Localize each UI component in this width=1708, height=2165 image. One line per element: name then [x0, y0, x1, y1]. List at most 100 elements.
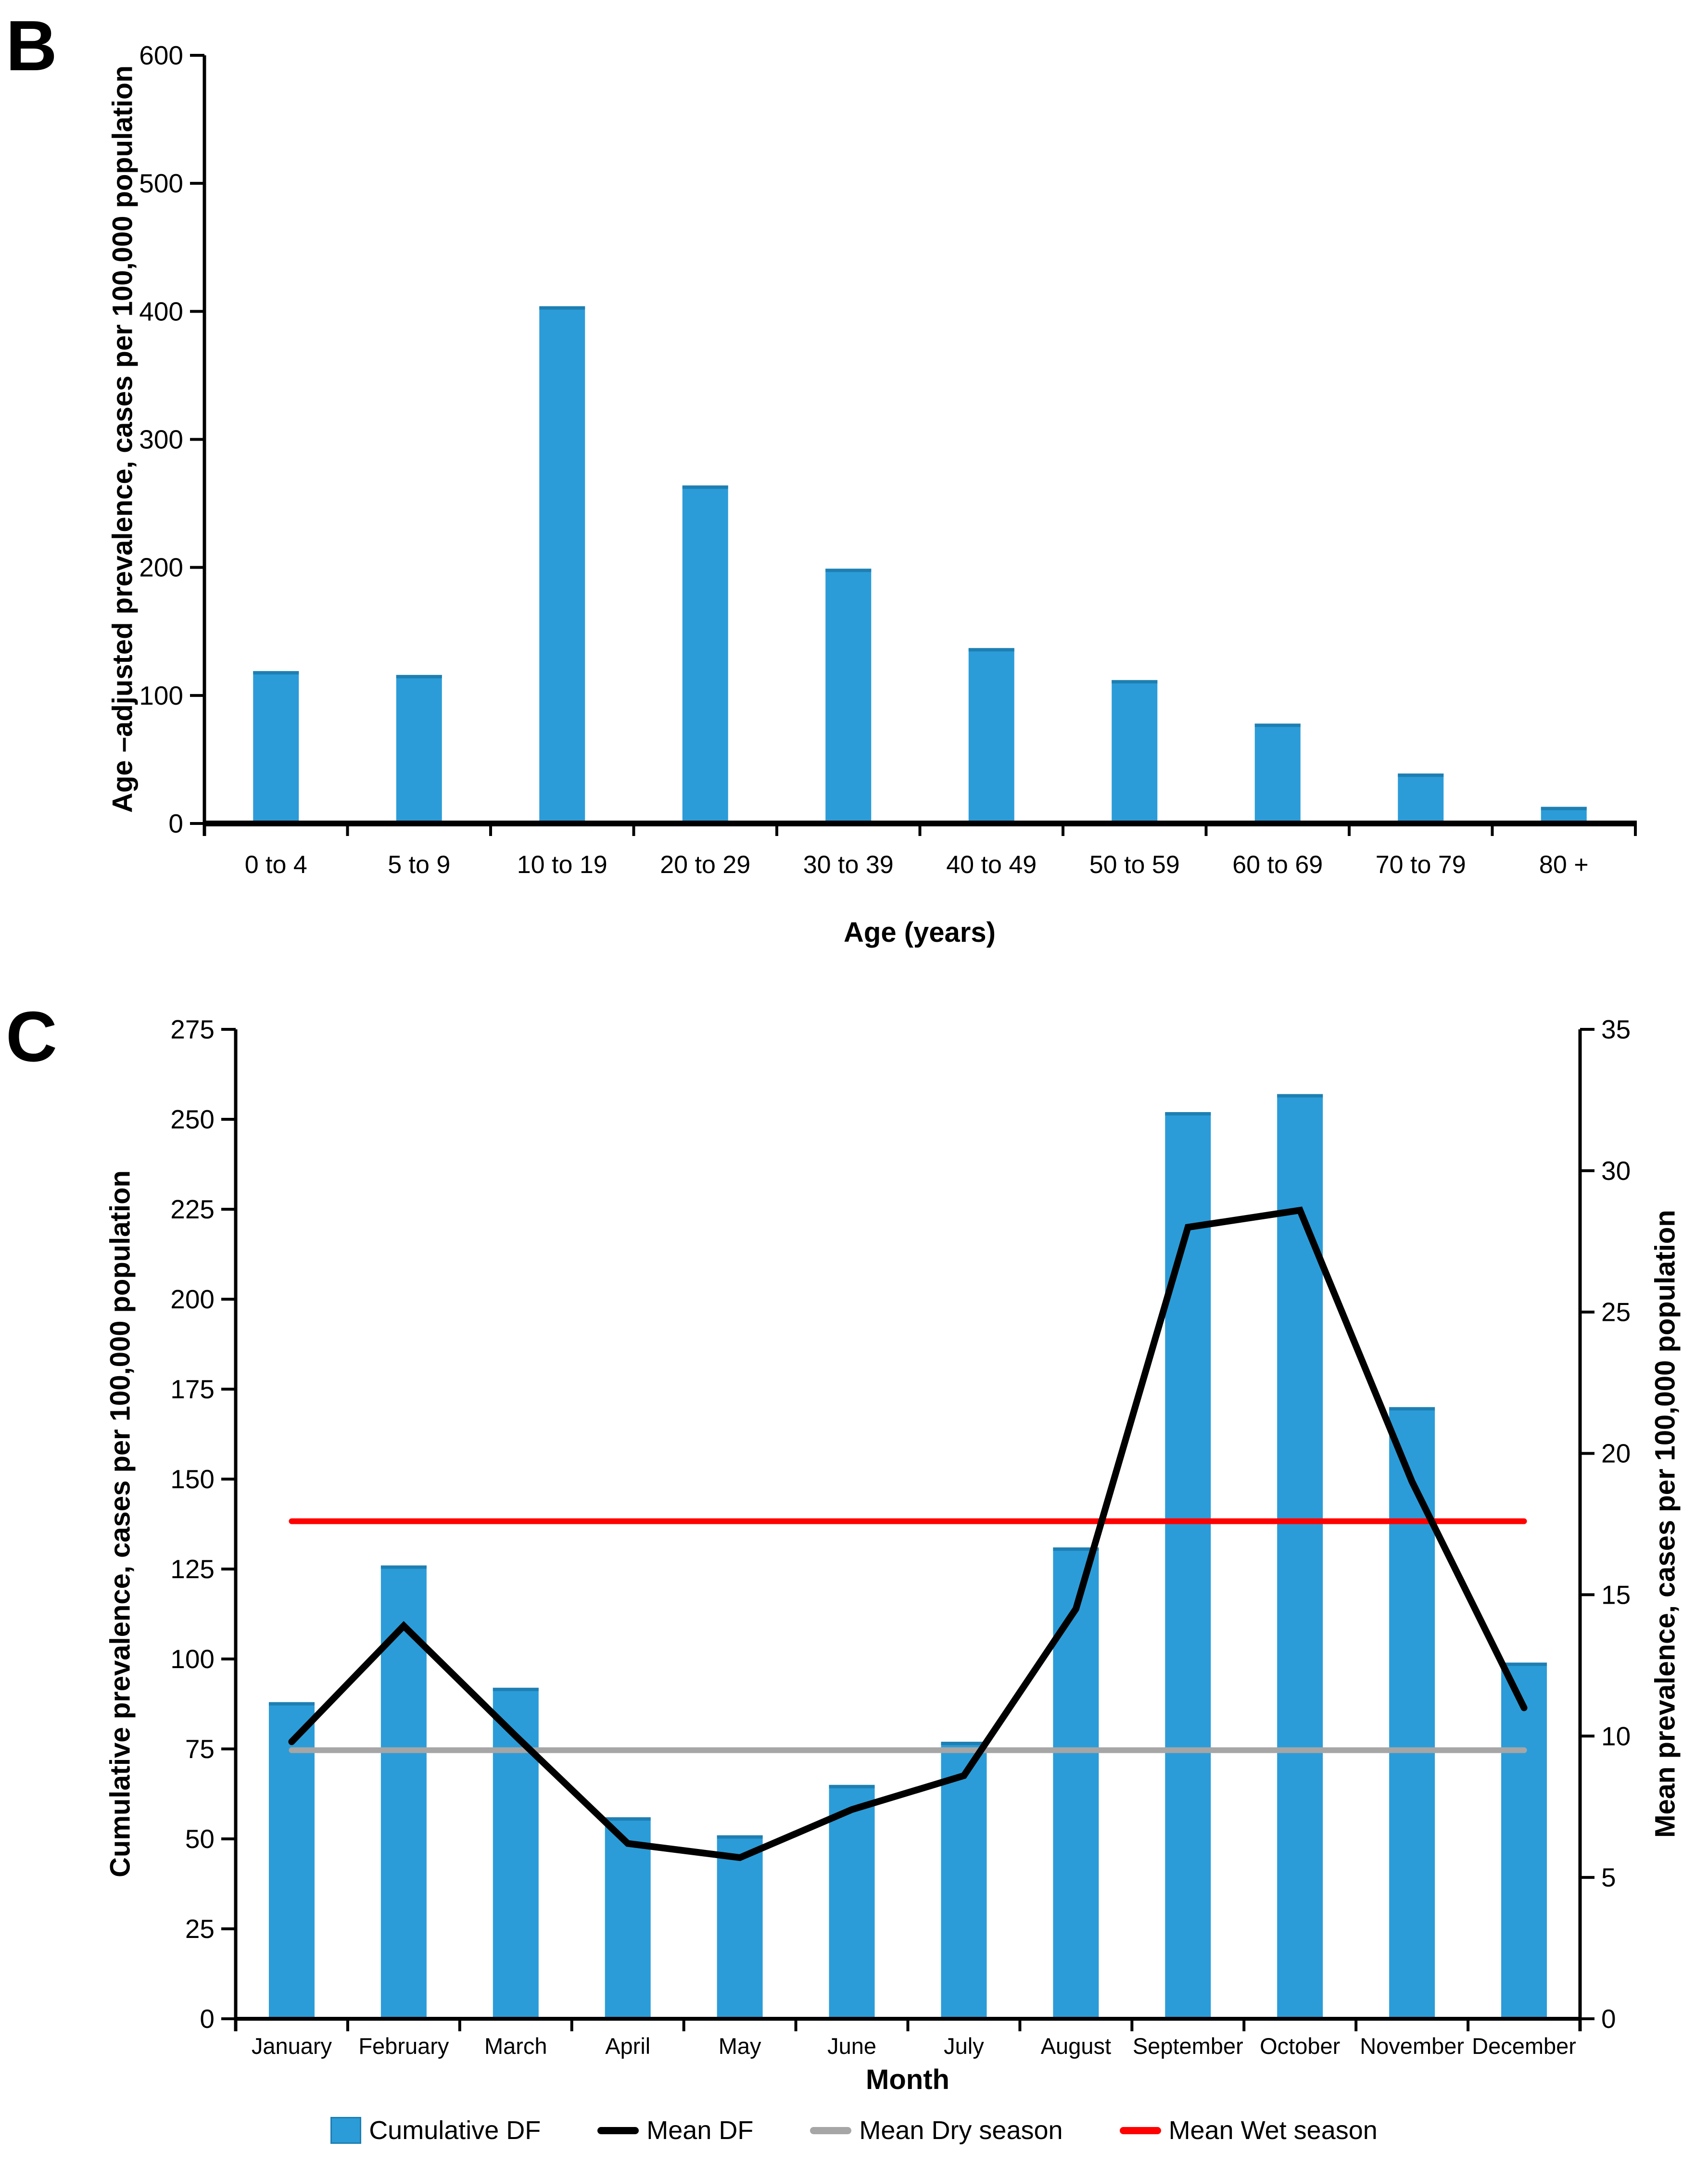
chart-c-month-label: April: [605, 2033, 650, 2059]
chart-b-y-tick-label: 200: [139, 553, 183, 582]
panel-b-letter: B: [6, 6, 57, 86]
bar-cap-June: [829, 1785, 875, 1788]
bar-cap-May: [717, 1835, 763, 1839]
bar-November: [1389, 1407, 1435, 2019]
bar-February: [380, 1565, 427, 2019]
legend-item-cumulative-df: Cumulative DF: [330, 2115, 541, 2145]
bar-cap-October: [1277, 1094, 1323, 1098]
bar-40 to 49: [968, 648, 1014, 823]
bar-October: [1277, 1094, 1323, 2019]
chart-c-right-y-tick-label: 10: [1601, 1721, 1631, 1751]
chart-b-category-label: 80 +: [1539, 851, 1589, 879]
chart-b-category-label: 60 to 69: [1232, 851, 1323, 879]
bar-August: [1053, 1547, 1099, 2019]
chart-b-category-label: 30 to 39: [803, 851, 894, 879]
chart-b-category-label: 5 to 9: [388, 851, 450, 879]
panel-c-letter: C: [6, 997, 57, 1076]
chart-c-legend: Cumulative DF Mean DF Mean Dry season Me…: [0, 2115, 1708, 2145]
chart-c-right-y-tick-label: 30: [1601, 1156, 1631, 1186]
chart-c-month-label: September: [1133, 2033, 1243, 2059]
bar-April: [605, 1817, 651, 2019]
bar-10 to 19: [539, 306, 585, 823]
chart-b-y-tick-label: 600: [139, 40, 183, 70]
bar-0 to 4: [253, 671, 299, 823]
chart-b-category-label: 20 to 29: [660, 851, 750, 879]
chart-c-month-label: July: [944, 2033, 984, 2059]
chart-c-month-label: January: [252, 2033, 332, 2059]
chart-c-month-label: May: [719, 2033, 761, 2059]
chart-c-left-y-tick-label: 125: [170, 1554, 215, 1584]
chart-c-right-y-tick-label: 35: [1601, 1014, 1631, 1044]
chart-b-y-tick-label: 100: [139, 681, 183, 710]
chart-c-left-y-tick-label: 275: [170, 1014, 215, 1044]
chart-c-left-y-tick-label: 0: [200, 2004, 215, 2034]
chart-c-month-label: August: [1041, 2033, 1111, 2059]
bar-cap-April: [605, 1817, 651, 1821]
mean-df-line-icon: [597, 2127, 639, 2134]
chart-b-y-tick-label: 400: [139, 296, 183, 326]
bar-cap-January: [268, 1702, 315, 1706]
cumulative-df-swatch-icon: [330, 2117, 362, 2144]
chart-c-right-y-tick-label: 5: [1601, 1862, 1616, 1892]
chart-c-left-y-tick-label: 250: [170, 1104, 215, 1134]
chart-b-category-label: 0 to 4: [245, 851, 307, 879]
chart-c-month-label: November: [1360, 2033, 1464, 2059]
chart-c-right-y-tick-label: 20: [1601, 1439, 1631, 1469]
bar-cap-September: [1165, 1112, 1211, 1116]
bar-cap-40 to 49: [968, 648, 1014, 652]
bar-cap-March: [493, 1687, 539, 1691]
chart-c-left-y-tick-label: 150: [170, 1464, 215, 1494]
chart-c-left-y-tick-label: 225: [170, 1194, 215, 1224]
chart-c-month-label: December: [1472, 2033, 1576, 2059]
bar-cap-10 to 19: [539, 306, 585, 310]
chart-b-plot: 0 100 200 300 400 500 600 0 to 4 5 to 9 10 to 19 2…: [139, 40, 1637, 879]
legend-label-mean-wet-season: Mean Wet season: [1168, 2116, 1378, 2145]
bar-5 to 9: [396, 675, 442, 823]
bar-30 to 39: [825, 569, 872, 823]
chart-b-y-tick-label: 0: [168, 809, 183, 838]
bar-July: [941, 1742, 987, 2019]
chart-c-left-y-tick-label: 25: [185, 1914, 215, 1944]
chart-c-x-axis-title: Month: [866, 2064, 949, 2095]
mean-wet-season-line-icon: [1119, 2127, 1161, 2134]
bar-cap-60 to 69: [1254, 723, 1301, 727]
bar-50 to 59: [1112, 680, 1158, 823]
chart-c-left-y-tick-label: 175: [170, 1374, 215, 1404]
bar-70 to 79: [1398, 773, 1444, 823]
bar-cap-70 to 79: [1398, 773, 1444, 777]
chart-c-month-label: June: [827, 2033, 876, 2059]
bar-cap-30 to 39: [825, 569, 872, 572]
bar-cap-80 +: [1541, 807, 1587, 810]
bar-January: [268, 1702, 315, 2019]
bar-September: [1165, 1112, 1211, 2019]
bar-May: [717, 1835, 763, 2019]
legend-label-mean-df: Mean DF: [646, 2116, 754, 2145]
chart-c-right-y-tick-label: 25: [1601, 1297, 1631, 1327]
chart-c-left-y-tick-label: 50: [185, 1824, 215, 1854]
chart-c-month-label: March: [484, 2033, 547, 2059]
legend-label-mean-dry-season: Mean Dry season: [859, 2116, 1063, 2145]
bar-December: [1501, 1662, 1547, 2019]
chart-c-right-y-tick-label: 0: [1601, 2004, 1616, 2034]
bar-cap-20 to 29: [682, 485, 728, 489]
chart-c-month-label: October: [1260, 2033, 1340, 2059]
chart-c-right-y-tick-label: 15: [1601, 1580, 1631, 1609]
chart-c-left-y-tick-label: 75: [185, 1734, 215, 1764]
bar-cap-August: [1053, 1547, 1099, 1551]
bar-60 to 69: [1254, 723, 1301, 823]
line-mean-df: [288, 1206, 1528, 1861]
bar-cap-50 to 59: [1112, 680, 1158, 684]
chart-c-left-y-tick-label: 100: [170, 1644, 215, 1674]
bar-cap-July: [941, 1742, 987, 1746]
mean-dry-season-line-icon: [810, 2127, 852, 2134]
chart-b-y-tick-label: 300: [139, 425, 183, 455]
bar-cap-December: [1501, 1662, 1547, 1666]
bar-20 to 29: [682, 485, 728, 823]
chart-c-plot: 0 25 50 75 100 125 150 175 200 225 250 275 0 5 10 15 20 2…: [170, 1014, 1631, 2059]
chart-b-x-axis-title: Age (years): [844, 917, 996, 948]
legend-label-cumulative-df: Cumulative DF: [369, 2116, 541, 2145]
legend-item-mean-dry-season: Mean Dry season: [810, 2115, 1063, 2145]
chart-b-category-label: 50 to 59: [1089, 851, 1180, 879]
legend-item-mean-df: Mean DF: [597, 2115, 753, 2145]
bar-cap-February: [380, 1565, 427, 1569]
